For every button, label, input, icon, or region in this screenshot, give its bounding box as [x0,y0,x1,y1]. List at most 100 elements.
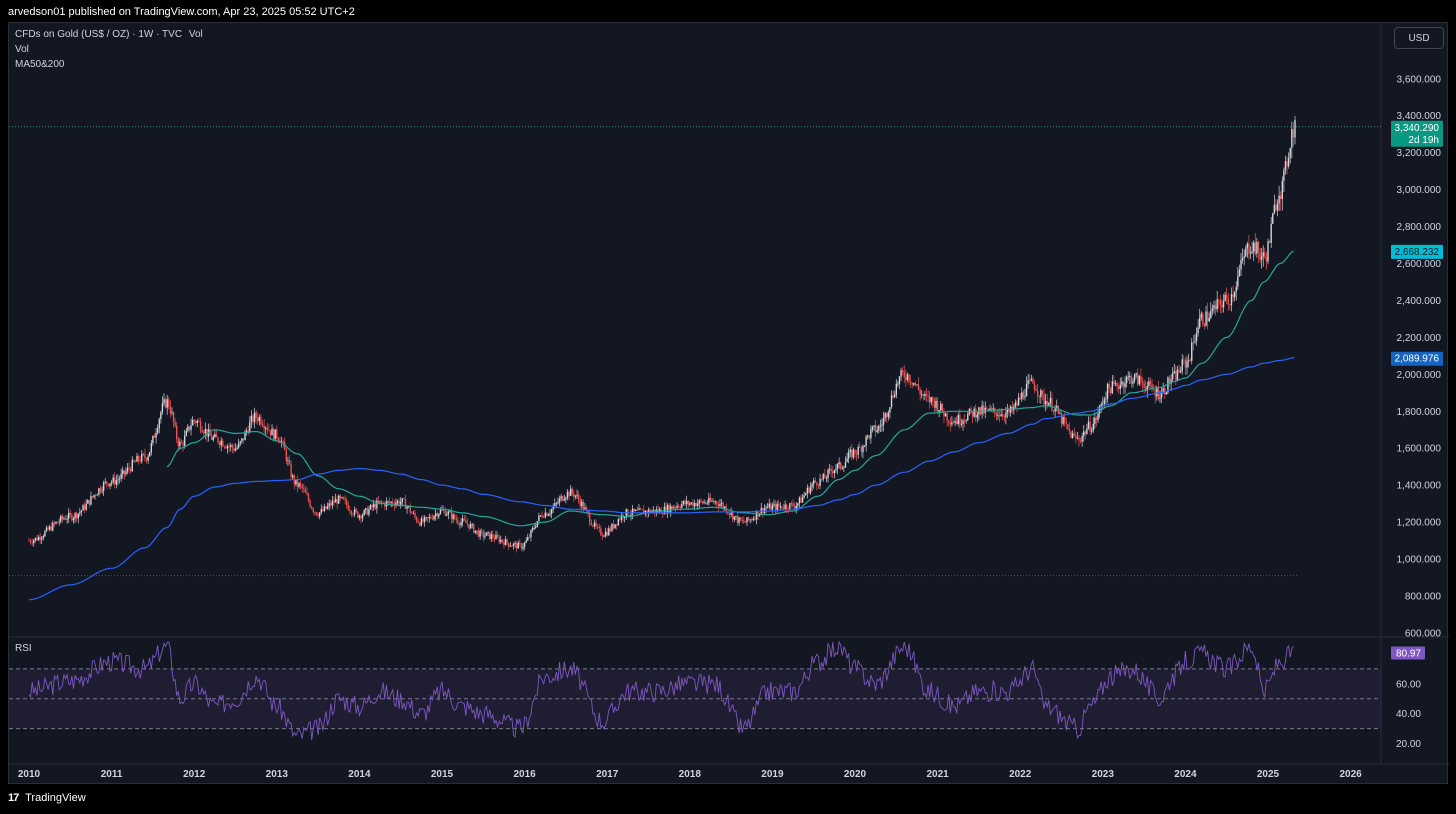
candle-body [820,478,823,480]
candle-body [849,449,851,453]
candle-body [876,430,878,433]
candle-body [93,495,95,498]
candle-body [892,395,894,398]
candle-body [813,480,815,484]
candle-body [166,399,168,408]
price-tick-label: 2,600.000 [1397,259,1442,270]
candle-body [120,473,122,479]
candle-body [52,522,54,531]
candle-body [843,467,845,469]
candle-body [1135,373,1137,375]
candle-body [1283,170,1285,181]
candle-body [1284,161,1287,171]
candle-body [979,407,982,414]
candle-body [946,413,948,421]
candle-body [282,441,284,443]
candle-body [68,512,70,519]
candle-body [484,535,486,537]
candle-body [515,543,518,549]
candle-body [255,412,257,418]
time-tick-label: 2023 [1092,769,1115,780]
candle-body [584,507,586,510]
candle-body [975,408,977,418]
candle-body [1094,417,1096,424]
candle-body [204,428,207,434]
candle-body [536,521,539,527]
candle-body [1211,308,1214,311]
currency-button[interactable]: USD [1394,27,1444,49]
candle-body [798,497,801,504]
candle-body [596,526,599,528]
candle-body [927,395,929,397]
candle-body [1117,386,1120,390]
candle-body [34,537,37,541]
candle-body [593,522,596,527]
candle-body [668,505,670,513]
candle-body [751,519,753,521]
candle-body [1257,241,1260,253]
candle-body [503,541,505,546]
candle-body [585,507,588,511]
candle-body [377,500,380,503]
candle-body [47,527,49,530]
candle-body [1254,242,1256,254]
candle-body [439,509,442,514]
candle-body [962,420,964,424]
candle-body [101,490,103,492]
candle-body [727,512,729,514]
chart-area[interactable]: 3,600.000 3,400.000 3,200.000 3,000.000 2,80… [8,22,1449,785]
candle-body [755,511,758,520]
candle-body [1224,294,1226,301]
candle-body [455,518,457,521]
candle-body [954,421,956,424]
candle-body [847,452,850,459]
candle-body [865,436,867,446]
candle-body [643,509,645,515]
candle-body [1063,416,1066,423]
candle-body [1095,417,1098,421]
candle-body [1264,252,1266,257]
candle-body [908,374,910,382]
candle-body [1044,401,1047,405]
candle-body [1138,375,1141,385]
candle-body [296,480,299,487]
rsi-value-label-bg [1391,646,1425,660]
candle-body [914,383,917,385]
candle-body [1052,410,1055,412]
candle-body [446,514,448,516]
candle-body [1130,376,1133,384]
candle-body [1122,381,1125,388]
candle-body [328,503,330,506]
candle-body [69,512,71,515]
candle-body [898,376,901,384]
candle-body [1240,260,1242,270]
candle-body [95,495,97,496]
candle-body [1237,276,1239,287]
candle-body [222,440,224,447]
candle-body [703,502,705,504]
candle-body [1183,359,1185,361]
candle-body [406,506,408,509]
candle-body [1121,381,1123,385]
candle-body [1002,414,1004,417]
candle-body [1198,317,1201,328]
candle-body [1187,360,1190,362]
candle-body [1105,398,1107,400]
candle-body [1213,305,1215,309]
candle-body [460,522,462,526]
candle-body [922,394,925,396]
candle-body [882,418,885,425]
candle-body [785,504,788,509]
candle-body [1124,383,1126,388]
candle-body [1144,387,1147,391]
chart-canvas[interactable]: 3,600.000 3,400.000 3,200.000 3,000.000 2,80… [9,23,1449,785]
candle-body [1025,383,1028,397]
time-tick-label: 2025 [1257,769,1280,780]
candle-body [102,482,105,491]
candle-body [490,534,492,539]
candle-body [169,407,172,414]
candle-body [228,446,230,447]
candle-body [1132,380,1134,384]
candle-body [1040,390,1042,398]
candle-body [973,408,975,417]
